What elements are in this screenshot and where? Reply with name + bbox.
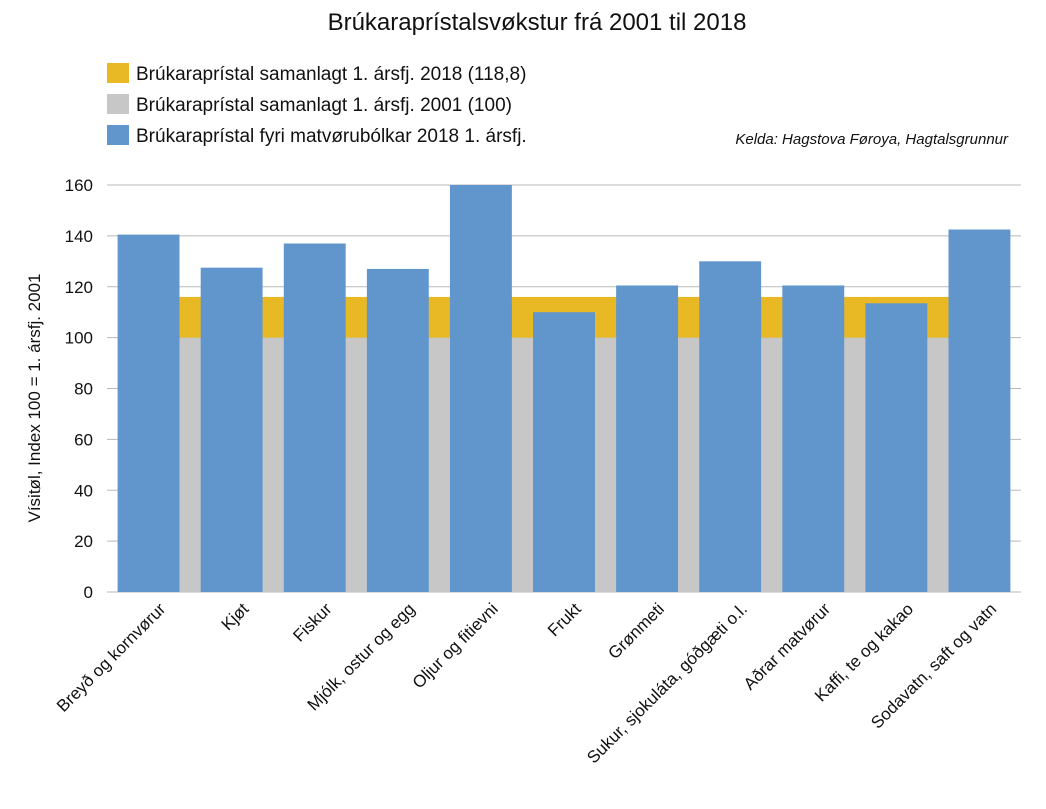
bar (449, 185, 512, 592)
bar (865, 303, 928, 592)
legend-swatch (107, 63, 129, 83)
bar (616, 285, 679, 592)
legend-swatch (107, 125, 129, 145)
bar (283, 243, 346, 592)
bar (782, 285, 845, 592)
bar (366, 268, 429, 592)
bar (200, 267, 263, 592)
x-category-label: Kjøt (218, 599, 253, 634)
legend-label: Brúkaraprístal samanlagt 1. ársfj. 2001 … (136, 95, 512, 116)
y-tick-label: 80 (74, 380, 93, 399)
legend: Brúkaraprístal samanlagt 1. ársfj. 2018 … (107, 63, 527, 147)
y-tick-label: 100 (65, 329, 93, 348)
bars (117, 185, 1011, 592)
legend-label: Brúkaraprístal samanlagt 1. ársfj. 2018 … (136, 64, 526, 85)
y-tick-label: 20 (74, 532, 93, 551)
y-tick-label: 120 (65, 278, 93, 297)
x-category-label: Oljur og fitievni (409, 599, 502, 692)
bar (533, 312, 595, 592)
y-tick-label: 160 (65, 176, 93, 195)
x-category-label: Aðrar matvørur (740, 599, 834, 693)
x-category-label: Sukur, sjokuláta, góðgæti o.l. (583, 599, 751, 767)
y-axis-label: Vísitøl, Index 100 = 1. ársfj. 2001 (25, 274, 44, 523)
legend-label: Brúkaraprístal fyri matvørubólkar 2018 1… (136, 126, 527, 147)
y-tick-label: 60 (74, 430, 93, 449)
source-note: Kelda: Hagstova Føroya, Hagtalsgrunnur (735, 131, 1009, 148)
y-tick-label: 40 (74, 481, 93, 500)
bar (948, 229, 1011, 592)
x-category-label: Fiskur (289, 599, 335, 645)
y-tick-label: 0 (84, 583, 93, 602)
bar (117, 234, 180, 592)
y-tick-label: 140 (65, 227, 93, 246)
x-category-label: Frukt (544, 599, 585, 640)
chart-title: Brúkaraprístalsvøkstur frá 2001 til 2018 (328, 9, 747, 36)
legend-swatch (107, 94, 129, 114)
bar (699, 261, 762, 592)
x-category-label: Grønmeti (604, 599, 668, 663)
x-category-label: Breyð og kornvørur (53, 599, 170, 716)
y-axis-ticks: 0 20 40 60 80 100 120 140 160 (65, 176, 93, 602)
